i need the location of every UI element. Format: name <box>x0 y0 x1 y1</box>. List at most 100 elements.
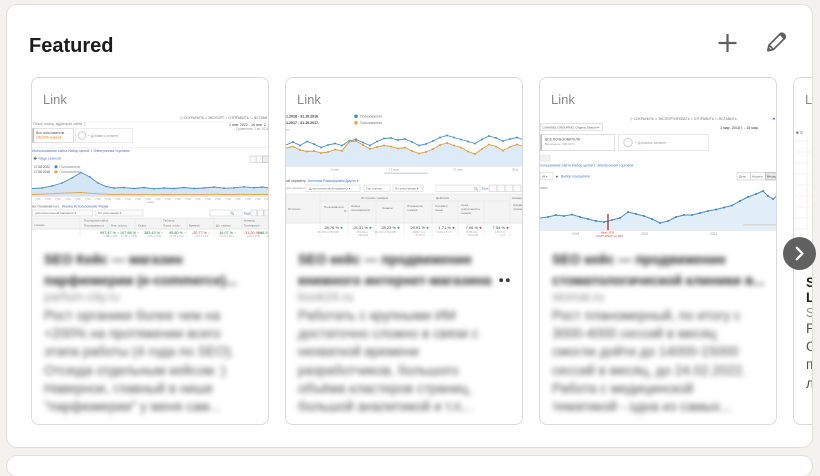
svg-text:2 456 и 246: 2 456 и 246 <box>103 234 117 237</box>
svg-text:Сред.: Сред. <box>147 200 155 204</box>
svg-text:7:00: 7:00 <box>215 197 221 201</box>
svg-text:сеанса: сеанса <box>461 211 471 215</box>
svg-text:7:00: 7:00 <box>195 197 201 201</box>
svg-text:во: Основная кол.: во: Основная кол. <box>32 205 60 209</box>
svg-text:7:00: 7:00 <box>45 197 51 201</box>
svg-text:Иконка Использование Форум: Иконка Использование Форум <box>62 205 109 209</box>
svg-text:ик ▾: ик ▾ <box>542 174 548 178</box>
svg-text:Действия: Действия <box>436 196 450 200</box>
svg-text:■ S: ■ S <box>796 130 803 135</box>
svg-text:7:00: 7:00 <box>225 197 231 201</box>
svg-text:2019: 2019 <box>572 232 579 236</box>
svg-text:7:00: 7:00 <box>264 197 269 201</box>
svg-text:61,18 и 31,2: 61,18 и 31,2 <box>170 234 185 237</box>
svg-text:49847 % и54,23 %: 49847 % и 54,23 % <box>413 230 426 237</box>
svg-text:95,80 % ↑: 95,80 % ↑ <box>169 231 186 235</box>
svg-text:13 мая: 13 мая <box>389 168 399 172</box>
svg-text:966,91 %: 966,91 % <box>258 231 269 235</box>
svg-text:сеанс: сеанс <box>435 208 443 212</box>
svg-text:7:00: 7:00 <box>65 197 71 201</box>
svg-text:CHANNEL GROUPING: Organic Sear: CHANNEL GROUPING: Organic Search ▾ <box>543 125 600 129</box>
svg-text:Июнь 2018: Июнь 2018 <box>601 231 615 235</box>
svg-text:🔍: 🔍 <box>474 186 479 191</box>
svg-text:7:00: 7:00 <box>85 197 91 201</box>
svg-text:Еще: Еще <box>482 187 489 191</box>
svg-text:Еще: Еще <box>244 211 251 215</box>
svg-text:2 612 и 540: 2 612 и 540 <box>147 234 161 237</box>
svg-text:+ Добавить сегмент: + Добавить сегмент <box>635 141 667 145</box>
svg-text:24,31 %: 24,31 % <box>353 225 368 230</box>
svg-text:Неделя: Неделя <box>752 175 763 179</box>
svg-text:Источники трафика: Источники трафика <box>361 196 389 200</box>
svg-text:⚑: ⚑ <box>772 117 776 122</box>
svg-text:7:00: 7:00 <box>105 197 111 201</box>
svg-text:1 мар. 2018 г. - 15 мар.: 1 мар. 2018 г. - 15 мар. <box>720 126 759 130</box>
svg-text:Конверс.: Конверс. <box>244 219 256 223</box>
svg-text:Пользователи: Пользователи <box>360 121 382 125</box>
svg-text:Дополнительный параметр ▾: Дополнительный параметр ▾ <box>309 187 351 191</box>
svg-text:7:00: 7:00 <box>125 197 131 201</box>
svg-text:961 211 и 749 666: 961 211 и 749 666 <box>375 230 397 234</box>
svg-text:Все пользователи: Все пользователи <box>36 131 64 135</box>
svg-text:7,06 %: 7,06 % <box>466 225 479 230</box>
svg-text:Показатель: Показатель <box>407 204 423 208</box>
svg-text:17.08.2022: 17.08.2022 <box>34 165 50 169</box>
svg-text:-20,77 % ↓: -20,77 % ↓ <box>192 231 210 235</box>
svg-text:28,23 %: 28,23 % <box>381 225 396 230</box>
svg-text:0,55 % и1,24: 0,55 % и 1,24 <box>495 230 506 237</box>
svg-text:ансы: ансы <box>540 186 548 190</box>
svg-text:7:00: 7:00 <box>185 197 191 201</box>
svg-text:дополнительный параметр ▾: дополнительный параметр ▾ <box>35 211 77 215</box>
svg-text:7:00: 7:00 <box>145 197 151 201</box>
svg-text:Использование сайта Набор це: Использование сайта Набор целей 1 Электр… <box>32 149 130 153</box>
svg-text:транзакци: транзакци <box>513 207 523 211</box>
svg-text:7:00: 7:00 <box>95 197 101 201</box>
svg-text:Источник Расшифровка Дру: Источник Расшифровка Другое ▾ <box>308 179 359 183</box>
svg-text:Новые: Новые <box>351 204 361 208</box>
svg-text:7:00: 7:00 <box>155 197 161 201</box>
svg-text:➕ Чаще сеансов: ➕ Чаще сеансов <box>33 156 61 161</box>
svg-text:пользователи: пользователи <box>351 208 370 212</box>
svg-text:ВСЕ ПОЛЬЗОВАТЕЛИ: ВСЕ ПОЛЬЗОВАТЕЛИ <box>545 138 581 142</box>
svg-text:Сравнение: 1 кв. 2016 - 16 я: Сравнение: 1 кв. 2016 - 16 я <box>236 127 269 131</box>
svg-text:По умолчанию ▾: По умолчанию ▾ <box>98 211 122 215</box>
svg-text:29,91 %: 29,91 % <box>410 225 425 230</box>
svg-text:СТАРТ РАБОТ по SEO: СТАРТ РАБОТ по SEO <box>596 234 623 237</box>
svg-text:Пользователи: Пользователи <box>60 170 81 174</box>
svg-text:длительность: длительность <box>461 207 481 211</box>
svg-text:997,47 % ↑: 997,47 % ↑ <box>100 231 119 235</box>
svg-text:7:00: 7:00 <box>115 197 121 201</box>
svg-text:21 мая: 21 мая <box>453 168 463 172</box>
svg-text:Обзор посещ. аудитории сайта ⓘ: Обзор посещ. аудитории сайта ⓘ <box>33 121 87 126</box>
svg-text:1,71 %: 1,71 % <box>439 225 452 230</box>
svg-text:Страниц/: Страниц/ <box>435 204 448 208</box>
svg-text:🔍: 🔍 <box>230 211 235 216</box>
svg-text:Посещаемость: Посещаемость <box>84 224 105 228</box>
svg-text:■: ■ <box>556 174 558 178</box>
svg-text:28,76 %: 28,76 % <box>324 225 339 230</box>
svg-text:отказов: отказов <box>407 208 418 212</box>
svg-text:Пользователи: Пользователи <box>324 205 344 209</box>
svg-text:383,43 % ↑: 383,43 % ↑ <box>144 231 163 235</box>
svg-text:7:00: 7:00 <box>205 197 211 201</box>
svg-text:Таблица: Таблица <box>163 219 175 223</box>
svg-text:⎙ СОХРАНИТЬ ⇩ ЭКСПОРТИРОВАТЬ: ⎙ СОХРАНИТЬ ⇩ ЭКСПОРТИРОВАТЬ < ОТПРАВИТЬ… <box>630 117 738 121</box>
svg-text:16,07 % ↑: 16,07 % ↑ <box>219 231 236 235</box>
svg-text:1.2018 - 31.10.2016.: 1.2018 - 31.10.2016. <box>286 115 319 119</box>
svg-text:Тип сортир.: Тип сортир. <box>366 187 383 191</box>
svg-text:28 м: 28 м <box>512 168 518 172</box>
svg-text:107,88 % ↑: 107,88 % ↑ <box>120 231 139 235</box>
svg-text:7:00: 7:00 <box>55 197 61 201</box>
svg-text:7:00: 7:00 <box>235 197 241 201</box>
svg-text:сточник: сточник <box>34 223 45 227</box>
svg-text:Пользователи: Пользователи <box>360 115 382 119</box>
svg-text:1.2017 - 31.10.2017.: 1.2017 - 31.10.2017. <box>286 121 319 125</box>
svg-text:Пользователи: Пользователи <box>60 165 81 169</box>
svg-text:2 158 и 1 039: 2 158 и 1 039 <box>121 234 137 237</box>
svg-text:Время/с: Время/с <box>189 224 200 228</box>
svg-text:Транзакции: Транзакции <box>244 224 260 228</box>
svg-text:⇅: ⇅ <box>344 209 347 213</box>
svg-text:По умолчанию ▾: По умолчанию ▾ <box>395 187 419 191</box>
svg-text:⎙ СОХРАНИТЬ ⇩ ЭКСПОРТ. < ОТП: ⎙ СОХРАНИТЬ ⇩ ЭКСПОРТ. < ОТПРАВИТЬ ✎ ВСТ… <box>180 116 269 120</box>
